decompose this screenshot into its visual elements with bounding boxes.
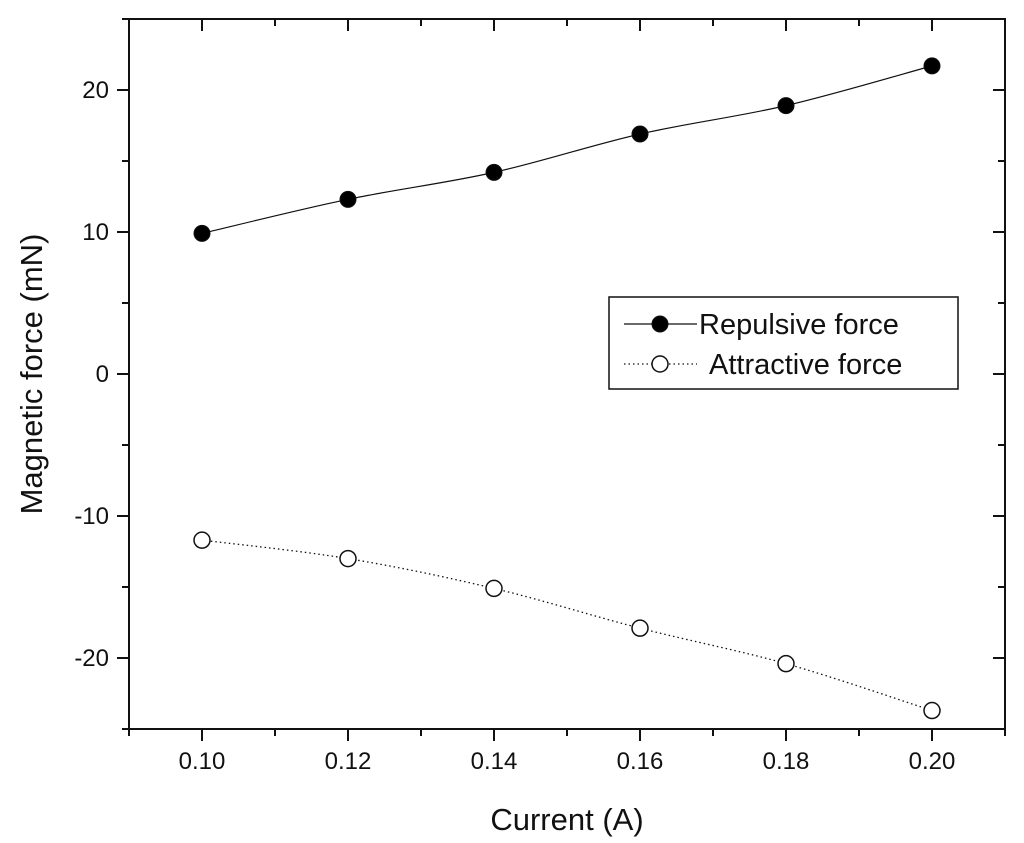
x-tick-label: 0.12 xyxy=(325,748,372,775)
x-tick-label: 0.16 xyxy=(617,748,664,775)
y-tick-label: -10 xyxy=(74,503,109,530)
y-axis-title: Magnetic force (mN) xyxy=(14,234,49,515)
x-axis-title: Current (A) xyxy=(490,802,643,837)
legend: Repulsive force Attractive force xyxy=(608,296,959,390)
repulsive-force-point xyxy=(631,125,649,143)
y-tick-label: 0 xyxy=(96,361,109,388)
x-tick-label: 0.20 xyxy=(909,748,956,775)
repulsive-force-point xyxy=(485,163,503,181)
repulsive-force-point xyxy=(923,57,941,75)
legend-box xyxy=(608,296,959,390)
attractive-force-point xyxy=(485,579,503,598)
repulsive-force-point xyxy=(777,97,795,115)
legend-repulsive-force-marker xyxy=(651,315,669,333)
y-tick-label: 10 xyxy=(82,219,109,246)
axes-layer: 0.10 0.12 0.14 0.16 0.18 0.20 -20 -10 0 10 20 Curre… xyxy=(14,18,1006,837)
attractive-force-point xyxy=(923,701,941,720)
x-tick-label: 0.18 xyxy=(763,748,810,775)
x-tick-label: 0.14 xyxy=(471,748,518,775)
attractive-force-point xyxy=(777,654,795,673)
legend-attractive-force-marker xyxy=(651,355,669,373)
repulsive-force-line xyxy=(201,65,933,235)
attractive-force-line xyxy=(201,539,933,712)
repulsive-force-point xyxy=(193,224,211,242)
legend-repulsive-force-label: Repulsive force xyxy=(699,309,899,341)
attractive-force-point xyxy=(193,531,211,549)
y-tick-label: 20 xyxy=(82,77,109,104)
attractive-force-point xyxy=(631,619,649,637)
x-tick-label: 0.10 xyxy=(179,748,226,775)
y-tick-label: -20 xyxy=(74,645,109,672)
attractive-force-point xyxy=(339,549,357,568)
series-layer xyxy=(193,57,941,720)
repulsive-force-point xyxy=(339,190,357,208)
legend-attractive-force-label: Attractive force xyxy=(709,349,902,381)
